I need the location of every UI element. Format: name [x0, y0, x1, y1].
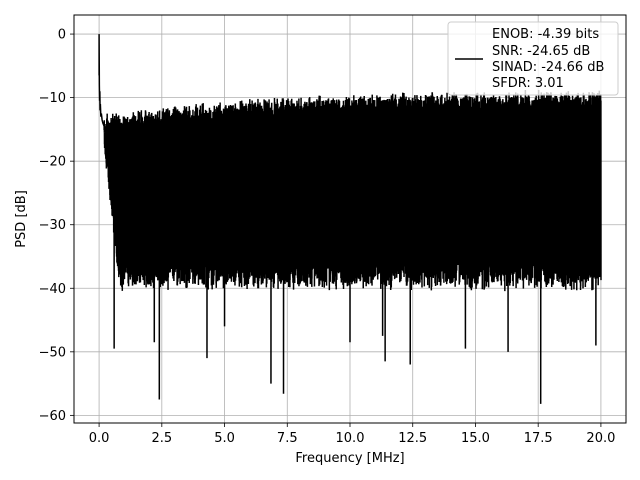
- plot-area: [98, 34, 602, 404]
- x-tick-label: 15.0: [461, 431, 490, 446]
- x-axis-ticks: 0.0 2.5 5.0 7.5 10.0 12.5 15.0 17.5 20.0: [89, 423, 615, 446]
- legend-enob: ENOB: -4.39 bits: [492, 27, 599, 42]
- x-tick-label: 7.5: [277, 431, 298, 446]
- y-tick-label: −40: [39, 282, 66, 297]
- y-tick-label: −50: [39, 345, 66, 360]
- series-psd-line: [98, 34, 602, 404]
- x-tick-label: 5.0: [214, 431, 235, 446]
- x-tick-label: 12.5: [398, 431, 427, 446]
- y-tick-label: 0: [58, 28, 66, 43]
- legend: ENOB: -4.39 bits SNR: -24.65 dB SINAD: -…: [447, 21, 619, 96]
- x-tick-label: 10.0: [336, 431, 365, 446]
- x-tick-label: 20.0: [586, 431, 615, 446]
- x-tick-label: 0.0: [89, 431, 110, 446]
- x-tick-label: 2.5: [151, 431, 172, 446]
- legend-box: [447, 21, 619, 96]
- y-tick-label: −20: [39, 155, 66, 170]
- legend-snr: SNR: -24.65 dB: [492, 44, 590, 59]
- y-tick-label: −60: [39, 409, 66, 424]
- legend-sfdr: SFDR: 3.01: [492, 76, 564, 91]
- x-axis-label: Frequency [MHz]: [295, 451, 404, 466]
- x-tick-label: 17.5: [524, 431, 553, 446]
- y-axis-label: PSD [dB]: [14, 190, 29, 248]
- y-axis-ticks: 0 −10 −20 −30 −40 −50 −60: [39, 28, 74, 424]
- y-tick-label: −30: [39, 218, 66, 233]
- y-tick-label: −10: [39, 91, 66, 106]
- legend-sinad: SINAD: -24.66 dB: [492, 60, 604, 75]
